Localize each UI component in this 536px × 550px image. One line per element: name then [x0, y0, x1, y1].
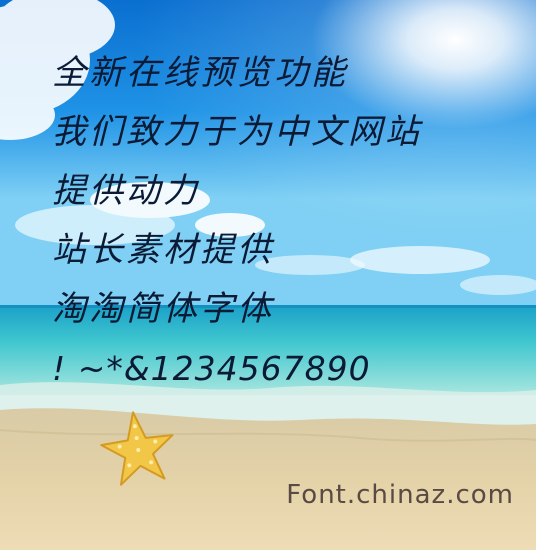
preview-line-1: 全新在线预览功能 — [52, 53, 348, 93]
preview-line-3: 提供动力 — [52, 171, 200, 211]
preview-text-block: 全新在线预览功能 我们致力于为中文网站 提供动力 站长素材提供 淘淘简体字体 !… — [52, 44, 522, 398]
preview-line-4: 站长素材提供 — [52, 230, 274, 270]
starfish — [100, 411, 174, 486]
preview-line-5: 淘淘简体字体 — [52, 289, 274, 329]
preview-line-2: 我们致力于为中文网站 — [52, 112, 422, 152]
clouds — [0, 0, 536, 295]
preview-line-6: ! ~*&1234567890 — [52, 349, 371, 388]
watermark-credit: Font.chinaz.com — [286, 480, 514, 510]
